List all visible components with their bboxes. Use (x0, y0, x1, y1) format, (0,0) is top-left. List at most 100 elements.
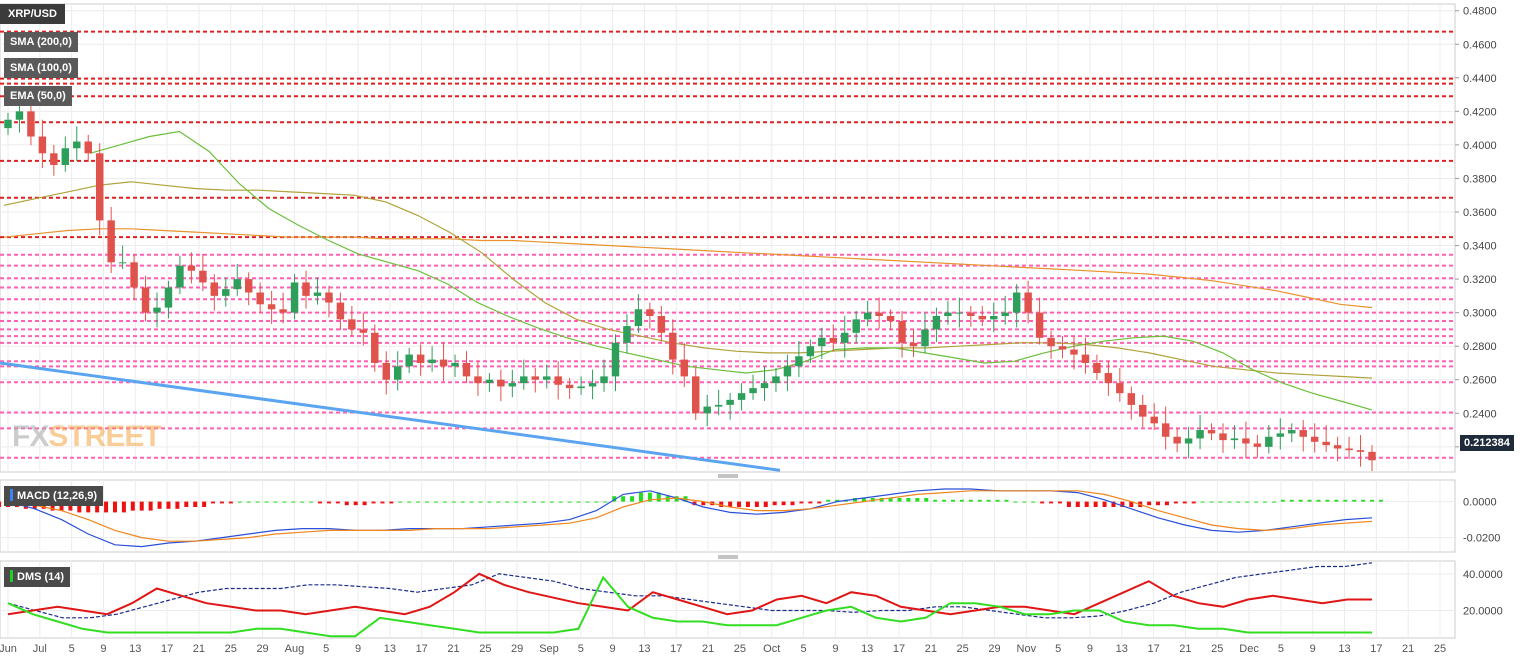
sma200-label[interactable]: SMA (200,0) (4, 32, 78, 52)
signal-line (7, 490, 1373, 542)
price-candle (520, 359, 528, 390)
price-candle (153, 292, 161, 328)
candle-body (1001, 312, 1009, 316)
price-candle (313, 277, 322, 305)
price-candle (1265, 425, 1273, 454)
price-candle (1116, 368, 1124, 402)
price-candle (1368, 445, 1376, 471)
x-tick-label: Nov (1017, 643, 1037, 655)
candle-body (1161, 423, 1170, 437)
macd-histogram-bar (59, 501, 64, 511)
price-candle (1012, 284, 1021, 328)
macd-tick-label: -0.0200 (1463, 533, 1500, 545)
macd-histogram-bar (1218, 501, 1223, 503)
x-tick-label: 5 (1055, 643, 1061, 655)
candle-body (634, 309, 643, 327)
price-candle (623, 314, 631, 354)
macd-histogram-bar (0, 501, 2, 507)
candle-body (61, 148, 70, 166)
macd-histogram-bar (906, 498, 911, 502)
price-candle (1230, 425, 1239, 449)
di-minus-line (7, 572, 1372, 616)
symbol-label: XRP/USD (0, 4, 65, 24)
price-candle (84, 134, 92, 163)
macd-histogram-bar (977, 499, 982, 502)
macd-histogram-bar (959, 499, 964, 502)
candle-body (886, 316, 895, 322)
macd-histogram-bar (505, 501, 510, 503)
candle-body (760, 383, 769, 389)
candle-body (141, 287, 150, 313)
macd-histogram-bar (219, 501, 224, 504)
price-candle (978, 305, 987, 327)
candle-body (1047, 337, 1055, 347)
candle-body (806, 346, 815, 357)
candle-body (1116, 383, 1124, 394)
macd-histogram-bar (50, 501, 55, 511)
price-candle (1333, 436, 1342, 462)
price-candle (1035, 297, 1044, 345)
price-candle (302, 270, 310, 309)
price-candle (222, 277, 230, 307)
x-tick-label: 9 (355, 643, 361, 655)
macd-histogram-bar (211, 501, 216, 504)
candle-body (474, 376, 482, 384)
candle-body (199, 270, 207, 283)
price-candle (1288, 423, 1296, 443)
x-tick-label: 9 (100, 643, 106, 655)
macd-histogram-bar (861, 498, 866, 502)
price-candle (1276, 418, 1285, 450)
candle-body (1242, 438, 1250, 444)
macd-histogram-bar (318, 501, 323, 504)
ema50-label[interactable]: EMA (50,0) (4, 86, 72, 106)
x-tick-label: 17 (416, 643, 428, 655)
price-candle (841, 316, 849, 358)
candle-body (118, 262, 127, 264)
candle-body (439, 359, 448, 367)
macd-histogram-bar (68, 501, 73, 511)
price-candle (15, 101, 24, 133)
candle-body (256, 292, 264, 305)
dms-separator[interactable] (718, 555, 738, 559)
macd-histogram-bar (772, 501, 777, 506)
price-candle (50, 144, 58, 176)
macd-histogram-bar (1361, 499, 1366, 502)
macd-histogram-bar (237, 501, 242, 503)
macd-label[interactable]: MACD (12,26,9) (4, 486, 104, 506)
y-tick-label: 0.4200 (1463, 106, 1497, 118)
x-tick-label: 5 (323, 643, 329, 655)
macd-histogram-bar (781, 501, 786, 506)
adx-line (7, 562, 1373, 619)
price-candle (898, 310, 906, 358)
fxstreet-watermark: FXSTREET (12, 420, 162, 453)
candle-body (657, 316, 666, 333)
macd-histogram-bar (808, 501, 813, 504)
candle-body (726, 399, 734, 405)
y-tick-label: 0.2800 (1463, 341, 1497, 353)
x-tick-label: 25 (479, 643, 491, 655)
price-candle (393, 351, 402, 391)
macd-histogram-bar (737, 501, 742, 507)
candle-body (325, 292, 333, 303)
x-tick-label: 21 (702, 643, 714, 655)
macd-histogram-bar (228, 501, 233, 504)
sma100-label[interactable]: SMA (100,0) (4, 58, 78, 78)
x-tick-label: 29 (511, 643, 523, 655)
macd-histogram-bar (1280, 499, 1285, 502)
macd-histogram-bar (1120, 501, 1125, 507)
macd-separator[interactable] (718, 474, 738, 478)
candle-body (646, 309, 654, 316)
dms-label[interactable]: DMS (14) (4, 567, 71, 587)
candle-body (1104, 373, 1113, 384)
candle-body (244, 279, 253, 293)
macd-histogram-bar (585, 501, 590, 503)
candle-body (772, 376, 780, 384)
x-tick-label: 9 (832, 643, 838, 655)
candle-body (405, 354, 413, 367)
x-tick-label: Oct (763, 643, 780, 655)
macd-histogram-bar (451, 501, 456, 503)
candle-body (588, 383, 597, 387)
candle-body (462, 362, 471, 377)
x-tick-label: 5 (800, 643, 806, 655)
